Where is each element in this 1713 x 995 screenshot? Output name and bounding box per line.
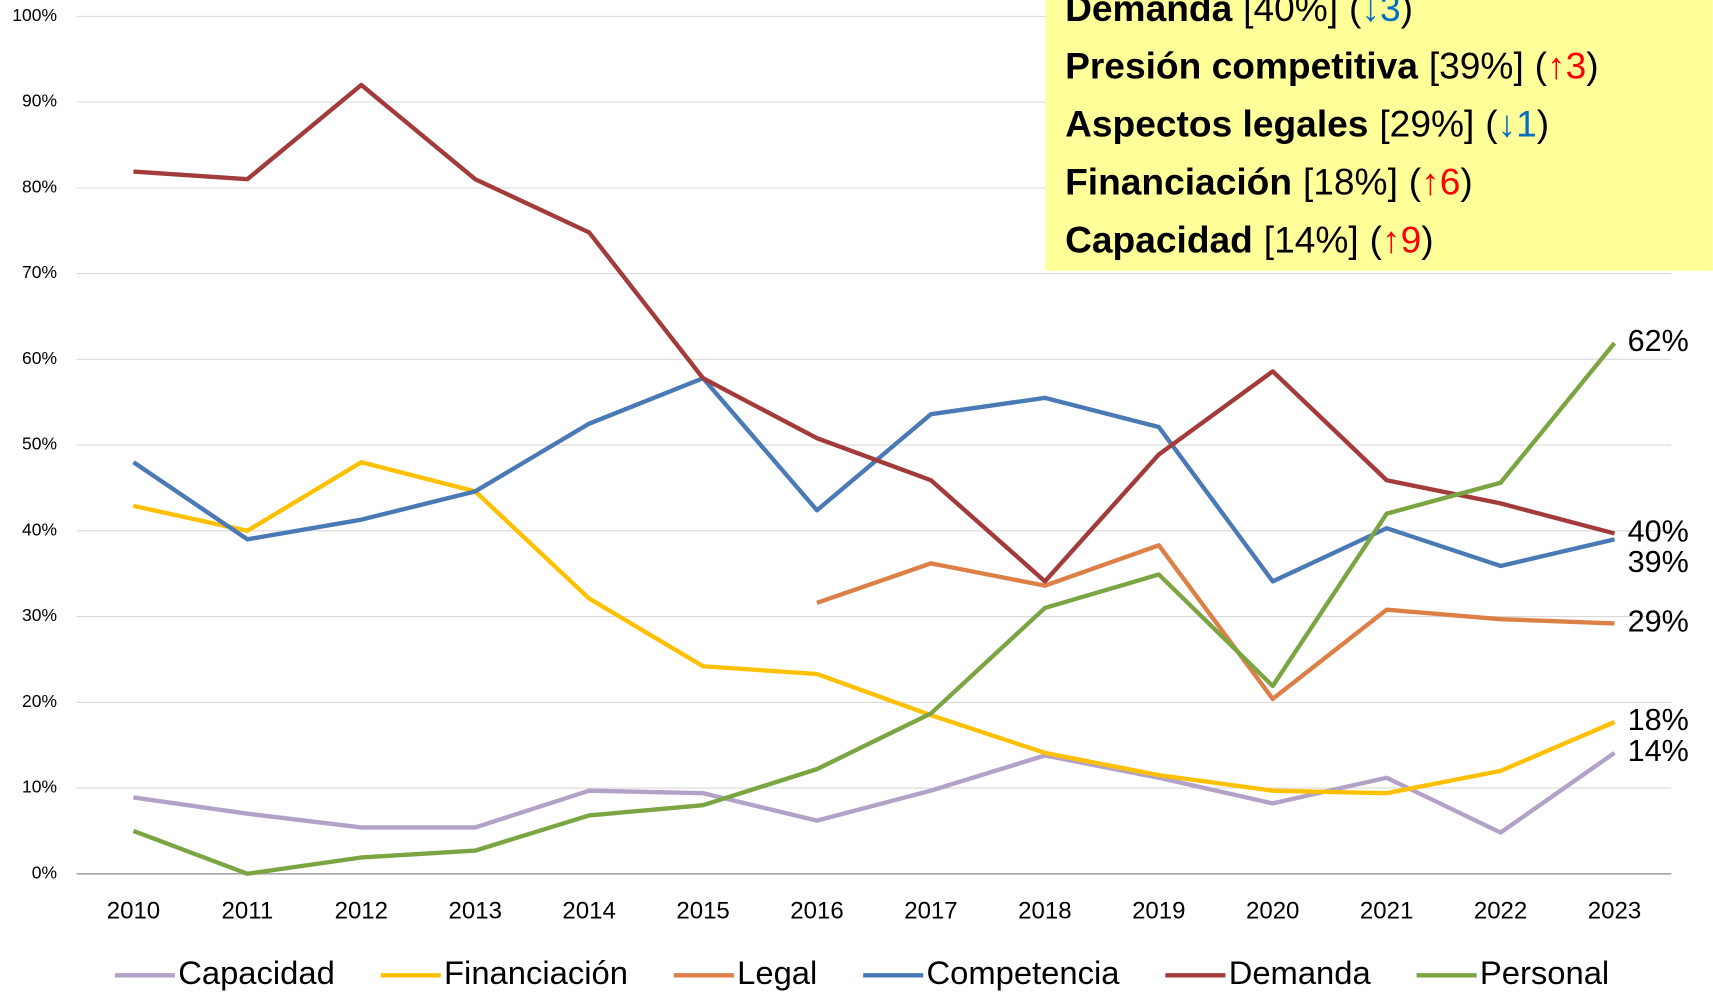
labels: 62% 40%39% 29% 18%14%	[1628, 324, 1689, 768]
x-tick-label: 2015	[676, 897, 729, 924]
legend-label: Competencia	[927, 954, 1121, 991]
y-tick-label: 100%	[12, 5, 57, 25]
summary-line: Aspectos legales [29%] (↓1)	[1065, 103, 1549, 145]
item-arrow: ↑	[1421, 160, 1440, 202]
y-tick-label: 80%	[22, 176, 57, 196]
x-tick-label: 2018	[1018, 897, 1071, 924]
legend-label: Capacidad	[178, 954, 335, 991]
item-name: Financiación	[1065, 160, 1292, 202]
legend-label: Financiación	[444, 954, 628, 991]
item-close: )	[1537, 103, 1549, 145]
y-tick-label: 0%	[32, 862, 57, 882]
x-tick-label: 2020	[1246, 897, 1299, 924]
y-tick-label: 40%	[22, 519, 57, 539]
series-line	[133, 82, 1616, 584]
item-change: 3	[1566, 45, 1587, 87]
legend-label: Personal	[1480, 954, 1609, 991]
item-close: )	[1421, 218, 1433, 260]
item-change: 6	[1440, 160, 1461, 202]
y-tick-label: 90%	[22, 91, 57, 111]
y-tick-label: 10%	[22, 777, 57, 797]
end-label: 40%	[1628, 514, 1689, 548]
x-tick-label: 2012	[335, 897, 388, 924]
item-open: (	[1485, 103, 1498, 145]
x-tick-label: 2019	[1132, 897, 1185, 924]
item-share: [29%]	[1379, 103, 1474, 145]
summary-line: Presión competitiva [39%] (↑3)	[1065, 45, 1599, 87]
x-tick-label: 2013	[449, 897, 502, 924]
end-label: 18%	[1628, 703, 1689, 737]
item-change: 9	[1401, 218, 1422, 260]
legend: Capacidad Financiación Legal Competencia Dem…	[114, 954, 1609, 991]
item-open: (	[1349, 0, 1362, 29]
item-arrow: ↑	[1382, 218, 1401, 260]
legend-label: Legal	[737, 954, 817, 991]
summary-line: Demanda [40%] (↓3)	[1065, 0, 1413, 29]
series-line	[132, 341, 1617, 876]
item-change: 3	[1380, 0, 1401, 29]
item-close: )	[1460, 160, 1472, 202]
x-tick-label: 2022	[1474, 897, 1527, 924]
item-open: (	[1409, 160, 1422, 202]
end-label: 39%	[1628, 545, 1689, 579]
x-tick-label: 2010	[107, 897, 160, 924]
x-tick-label: 2016	[790, 897, 843, 924]
y-tick-label: 20%	[22, 691, 57, 711]
y-tick-label: 30%	[22, 605, 57, 625]
summary-box	[1045, 0, 1713, 271]
item-change: 1	[1516, 103, 1537, 145]
item-arrow: ↓	[1361, 0, 1380, 29]
x-tick-label: 2023	[1588, 897, 1641, 924]
series-line	[132, 376, 1615, 584]
item-open: (	[1535, 45, 1548, 87]
item-share: [39%]	[1429, 45, 1524, 87]
x-tick-label: 2014	[562, 897, 615, 924]
y-tick-label: 60%	[22, 348, 57, 368]
x-tick-label: 2011	[222, 897, 274, 924]
summary-line: Financiación [18%] (↑6)	[1065, 160, 1473, 202]
x-tick-label: 2021	[1360, 897, 1413, 924]
y-tick-label: 70%	[22, 262, 57, 282]
item-arrow: ↑	[1547, 45, 1566, 87]
item-name: Capacidad	[1065, 218, 1253, 260]
item-name: Demanda	[1065, 0, 1232, 29]
item-share: [18%]	[1303, 160, 1398, 202]
series-line	[133, 751, 1616, 835]
legend-label: Demanda	[1229, 954, 1372, 991]
series-line	[816, 543, 1615, 702]
item-share: [40%]	[1243, 0, 1338, 29]
end-label: 14%	[1628, 734, 1689, 768]
end-label: 62%	[1628, 324, 1689, 358]
y-tick-label: 50%	[22, 434, 57, 454]
end-label: 29%	[1628, 604, 1689, 638]
plot	[132, 82, 1617, 876]
summary-line: Capacidad [14%] (↑9)	[1065, 218, 1434, 260]
item-close: )	[1401, 0, 1413, 29]
x-tick-label: 2017	[904, 897, 957, 924]
item-arrow: ↓	[1498, 103, 1517, 145]
item-share: [14%]	[1264, 218, 1359, 260]
summary-text: Demanda [40%] (↓3)Presión competitiva [39%]…	[1065, 0, 1599, 260]
item-name: Presión competitiva	[1065, 45, 1418, 87]
item-open: (	[1370, 218, 1383, 260]
series-line	[132, 460, 1616, 796]
item-close: )	[1586, 45, 1598, 87]
item-name: Aspectos legales	[1065, 103, 1368, 145]
